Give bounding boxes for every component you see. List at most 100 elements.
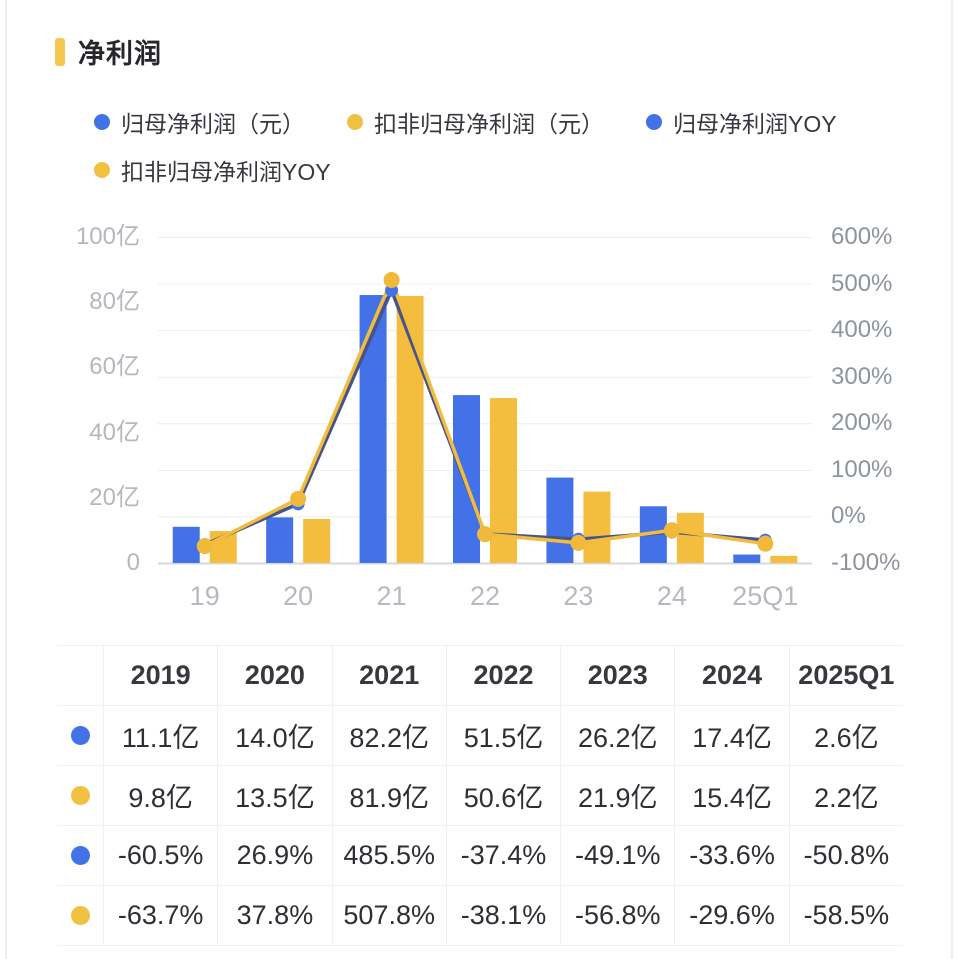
table-cell-r1-2023: 26.2亿 [560,706,675,766]
table-cell-r2-2024: 15.4亿 [674,766,789,826]
table-header-2019: 2019 [103,646,218,706]
data-table: 2019 2020 2021 2022 2023 2024 2025Q1 11.1亿 14.0亿… [57,645,903,946]
series-marker-dot [70,726,90,745]
chart-legend: 归母净利润（元） 扣非归母净利润（元） 归母净利润YOY 扣非归母净利润YOY [94,106,894,186]
plot-area [158,237,812,565]
bar-net-profit-21 [359,295,387,563]
right-axis-tick-label: 600% [831,223,893,250]
series-marker-dot [70,906,90,925]
legend-item-1[interactable]: 归母净利润（元） [94,106,305,138]
table-header-2023: 2023 [560,646,675,706]
left-axis-tick-label: 0 [126,549,140,576]
table-header-2025Q1: 2025Q1 [788,646,903,706]
table-row-marker-cell [57,826,103,886]
legend-item-3[interactable]: 归母净利润YOY [646,106,837,138]
line-net-profit-yoy [202,288,768,547]
table-cell-r2-2022: 50.6亿 [445,766,561,826]
table-cell-r4-2025Q1: -58.5% [788,886,903,946]
x-axis-label-24: 24 [656,581,687,611]
table-cell-r3-2023: -49.1% [560,826,675,886]
table-cell-r3-2019: -60.5% [103,826,218,886]
x-axis-label-22: 22 [469,581,501,611]
table-cell-r3-2021: 485.5% [331,826,446,886]
table-header-2020: 2020 [217,646,332,706]
table-row-marker-cell [57,706,103,766]
table-cell-r2-2025Q1: 2.2亿 [788,766,903,826]
bar-net-profit-20 [266,517,294,563]
right-axis-tick-label: 200% [831,409,893,437]
dot-deducted-profit-yoy-21 [383,271,400,288]
table-cell-r3-2022: -37.4% [445,826,561,886]
table-cell-r4-2020: 37.8% [217,886,332,946]
left-axis-tick-label: 100亿 [75,223,140,250]
table-cell-r3-2025Q1: -50.8% [788,826,903,886]
right-axis-tick-label: -100% [831,549,901,576]
x-axis-label-25Q1: 25Q1 [732,581,799,611]
right-axis-tick-label: 0% [831,502,866,530]
page-title: 净利润 [78,39,162,69]
table-cell-r1-2024: 17.4亿 [674,706,789,766]
table-cell-r1-2021: 82.2亿 [331,706,446,766]
dot-deducted-profit-yoy-19 [196,538,213,555]
table-header-2022: 2022 [445,646,561,706]
left-axis-tick-label: 80亿 [89,288,140,316]
table-cell-r1-2020: 14.0亿 [217,706,332,766]
table-cell-r3-2024: -33.6% [674,826,789,886]
dot-deducted-profit-yoy-20 [290,490,307,507]
table-cell-r2-2023: 21.9亿 [560,766,675,826]
left-axis-tick-label: 40亿 [89,418,140,446]
legend-dot [347,114,363,130]
bar-net-profit-23 [546,477,574,563]
bar-deducted-profit-20 [303,518,331,563]
bar-net-profit-25Q1 [733,554,761,563]
right-axis-tick-label: 400% [831,316,893,344]
table-cell-r2-2021: 81.9亿 [331,766,446,826]
table-cell-r2-2020: 13.5亿 [217,766,332,826]
page-right-edge [951,0,953,959]
right-axis-tick-label: 100% [831,455,893,483]
table-cell-r4-2023: -56.8% [560,886,675,946]
table-cell-r4-2024: -29.6% [674,886,789,946]
dot-deducted-profit-yoy-22 [477,526,493,543]
table-cell-r1-2022: 51.5亿 [445,706,561,766]
x-axis-label-20: 20 [283,581,314,611]
legend-dot [646,114,662,130]
table-header-2024: 2024 [674,646,789,706]
bar-deducted-profit-24 [676,512,704,563]
right-axis-tick-label: 500% [831,269,893,297]
x-axis-label-21: 21 [376,581,407,611]
legend-label: 扣非归母净利润YOY [121,159,331,185]
legend-dot [94,114,110,130]
left-axis-tick-label: 20亿 [89,483,140,511]
table-cell-r2-2019: 9.8亿 [103,766,218,826]
section-header: 净利润 [55,32,162,71]
legend-item-2[interactable]: 扣非归母净利润（元） [347,106,604,138]
series-marker-dot [70,786,90,805]
x-axis-label-19: 19 [189,581,220,611]
table-cell-r1-2019: 11.1亿 [103,706,218,766]
table-cell-r1-2025Q1: 2.6亿 [788,706,903,766]
table-header-2021: 2021 [331,646,446,706]
table-row-marker-cell [57,766,103,826]
series-marker-dot [70,846,90,865]
dot-deducted-profit-yoy-25Q1 [757,535,774,552]
page-left-edge [5,0,7,959]
table-cell-r4-2019: -63.7% [103,886,218,946]
dot-deducted-profit-yoy-23 [570,534,587,551]
bar-deducted-profit-23 [583,491,611,563]
net-profit-chart: 100亿 80亿 60亿 40亿 20亿 0 600% 500% 400% 300% 200% 10… [75,223,901,612]
left-axis-tick-label: 60亿 [89,353,140,381]
table-cell-r4-2021: 507.8% [331,886,446,946]
table-cell-r3-2020: 26.9% [217,826,332,886]
legend-item-4[interactable]: 扣非归母净利润YOY [94,154,331,186]
bar-deducted-profit-25Q1 [770,555,798,563]
table-row-marker-cell [57,886,103,946]
legend-label: 扣非归母净利润（元） [374,111,604,137]
legend-label: 归母净利润YOY [673,111,837,137]
legend-dot [94,162,110,178]
table-cell-r4-2022: -38.1% [445,886,561,946]
legend-label: 归母净利润（元） [121,111,305,137]
x-axis-label-23: 23 [563,581,594,611]
right-axis-tick-label: 300% [831,362,893,390]
